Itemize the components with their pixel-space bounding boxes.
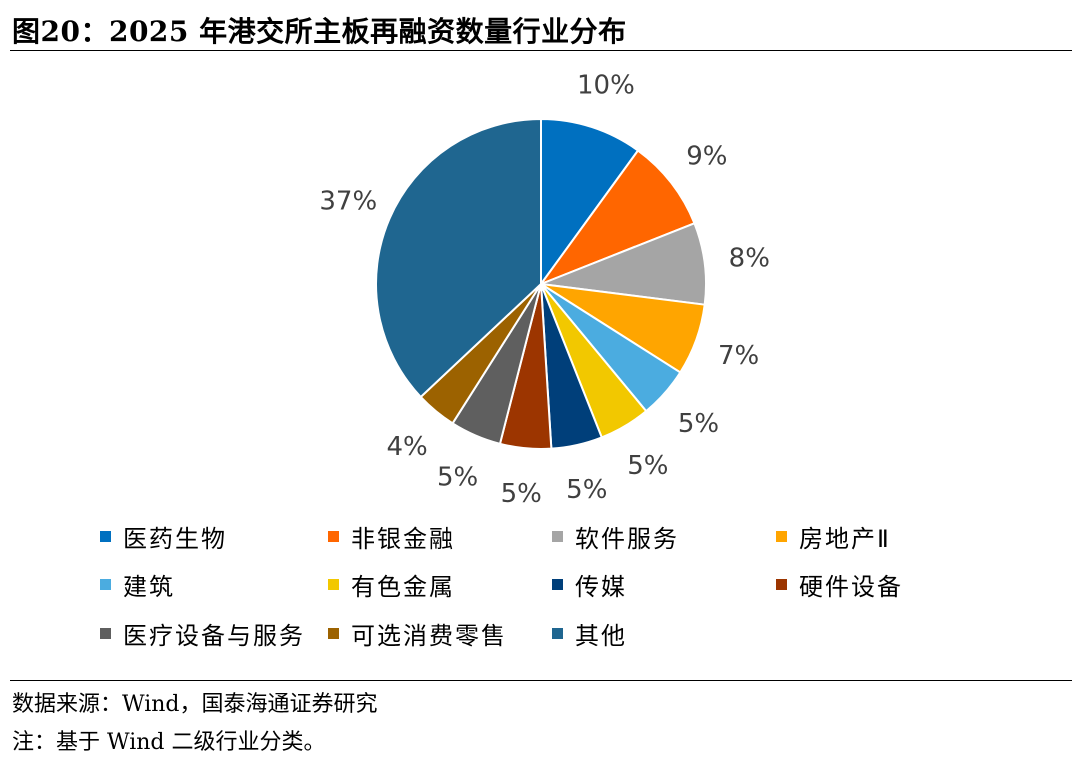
legend-item: 医药生物	[100, 520, 227, 553]
legend-label: 非银金融	[351, 524, 455, 553]
pie-chart: 10% 9% 8% 7% 5% 5% 5% 5% 5% 4% 37%	[319, 70, 770, 509]
legend-label: 建筑	[123, 572, 175, 601]
pie-data-label-10: 37%	[319, 187, 377, 217]
pie-data-label-3: 7%	[718, 341, 759, 371]
legend-label: 软件服务	[575, 524, 679, 553]
legend-item: 非银金融	[328, 520, 455, 553]
pie-slice-1	[538, 149, 696, 287]
legend-label: 可选消费零售	[351, 621, 507, 650]
legend-item: 建筑	[100, 568, 175, 601]
legend-item: 传媒	[552, 568, 627, 601]
pie-data-label-2: 8%	[729, 244, 770, 274]
legend-label: 其他	[575, 621, 627, 650]
legend-swatch	[328, 627, 339, 639]
pie-slice-10	[375, 117, 542, 399]
pie-slice-0	[540, 117, 640, 288]
figure-title: 图20：2025 年港交所主板再融资数量行业分布	[12, 15, 627, 48]
legend-swatch	[328, 530, 339, 542]
legend-swatch	[100, 530, 111, 542]
legend-swatch	[552, 578, 563, 590]
pie-data-label-8: 5%	[437, 463, 478, 493]
legend-item: 医疗设备与服务	[100, 617, 305, 650]
legend-label: 医药生物	[123, 524, 227, 553]
title-divider	[10, 50, 1072, 51]
legend-label: 有色金属	[351, 572, 455, 601]
pie-data-label-0: 10%	[577, 70, 635, 100]
legend-label: 传媒	[575, 572, 627, 601]
legend-item: 房地产Ⅱ	[776, 520, 891, 553]
pie-data-label-6: 5%	[566, 475, 607, 505]
legend-item: 有色金属	[328, 568, 455, 601]
legend-item: 其他	[552, 617, 627, 650]
legend-swatch	[776, 578, 787, 590]
legend-swatch	[100, 627, 111, 639]
legend-swatch	[328, 578, 339, 590]
legend-item: 软件服务	[552, 520, 679, 553]
legend-label: 医疗设备与服务	[123, 621, 305, 650]
legend-item: 可选消费零售	[328, 617, 507, 650]
source-text: 数据来源：Wind，国泰海通证券研究	[12, 692, 378, 717]
legend-swatch	[552, 530, 563, 542]
pie-data-label-9: 4%	[386, 432, 427, 462]
legend-swatch	[100, 578, 111, 590]
footer-divider	[10, 680, 1072, 681]
legend-label: 硬件设备	[799, 572, 903, 601]
pie-data-label-1: 9%	[686, 141, 727, 171]
legend-swatch	[776, 530, 787, 542]
legend-swatch	[552, 627, 563, 639]
legend-label: 房地产Ⅱ	[799, 524, 891, 553]
pie-data-label-5: 5%	[627, 451, 668, 481]
note-text: 注：基于 Wind 二级行业分类。	[12, 730, 326, 755]
legend-item: 硬件设备	[776, 568, 903, 601]
pie-data-label-4: 5%	[678, 409, 719, 439]
pie-data-label-7: 5%	[501, 479, 542, 509]
